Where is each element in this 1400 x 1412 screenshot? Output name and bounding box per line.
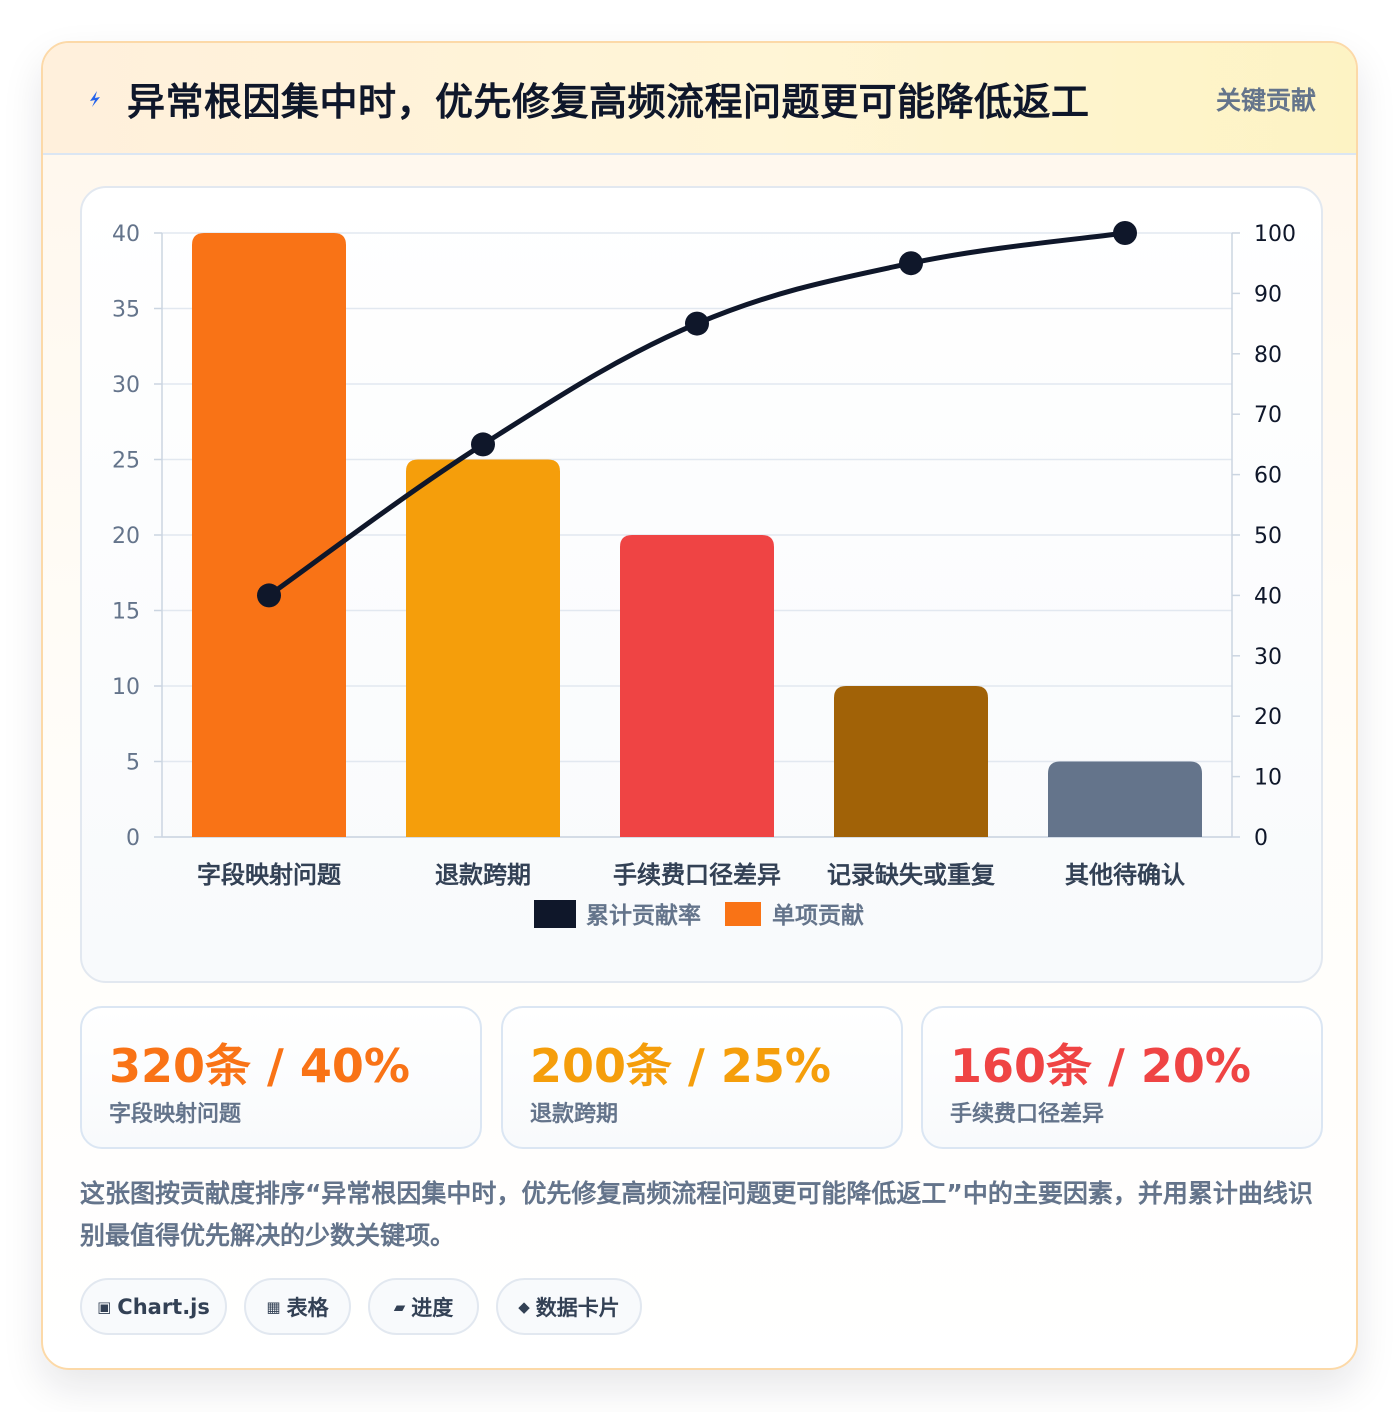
tag-label: 表格 xyxy=(286,1295,329,1320)
y-tick-label: 20 xyxy=(112,524,140,549)
stat-card-3: 160条 / 20% 手续费口径差异 xyxy=(921,1006,1323,1149)
bar xyxy=(192,233,346,837)
y-tick-label: 10 xyxy=(112,675,140,700)
bar xyxy=(1048,761,1202,837)
page-title: 异常根因集中时，优先修复高频流程问题更可能降低返工 xyxy=(127,80,1090,124)
chart-description: 这张图按贡献度排序“异常根因集中时，优先修复高频流程问题更可能降低返工”中的主要… xyxy=(80,1179,1313,1250)
stat-value: 320条 / 40% xyxy=(109,1039,410,1093)
x-tick-label: 手续费口径差异 xyxy=(613,861,781,889)
cumulative-point xyxy=(257,583,281,608)
lightning-icon xyxy=(90,91,100,107)
pareto-chart: 0 5 10 15 20 25 30 35 40 0 10 20 30 40 50 60 70 80 90 100 字段… xyxy=(112,221,1296,929)
y2-tick-label: 30 xyxy=(1254,645,1282,670)
stat-card-1: 320条 / 40% 字段映射问题 xyxy=(80,1006,482,1149)
tag-label: 数据卡片 xyxy=(535,1295,620,1320)
y-tick-label: 5 xyxy=(126,751,140,776)
stat-label: 手续费口径差异 xyxy=(950,1102,1105,1127)
card-header: 异常根因集中时，优先修复高频流程问题更可能降低返工 关键贡献 xyxy=(43,43,1356,155)
cumulative-point xyxy=(685,311,709,336)
x-tick-label: 字段映射问题 xyxy=(197,861,341,889)
legend-swatch-single xyxy=(725,902,761,926)
y2-tick-label: 10 xyxy=(1254,766,1282,791)
y-tick-label: 0 xyxy=(126,826,140,851)
y2-tick-label: 60 xyxy=(1254,464,1282,489)
tag-progress[interactable]: ▰ 进度 xyxy=(368,1278,479,1335)
stat-label: 字段映射问题 xyxy=(109,1102,242,1127)
table-icon: ▦ xyxy=(266,1297,281,1316)
stat-value: 200条 / 25% xyxy=(530,1039,831,1093)
y-tick-label: 15 xyxy=(112,600,140,625)
key-contribution-badge: 关键贡献 xyxy=(1215,86,1316,115)
legend-label-cumulative: 累计贡献率 xyxy=(586,902,701,929)
cumulative-point xyxy=(471,432,495,457)
stat-card-2: 200条 / 25% 退款跨期 xyxy=(501,1006,903,1149)
y2-tick-label: 40 xyxy=(1254,584,1282,609)
progress-icon: ▰ xyxy=(393,1297,406,1316)
bar xyxy=(834,686,988,837)
y2-tick-label: 100 xyxy=(1254,222,1296,247)
bar xyxy=(406,459,560,837)
chart-panel: 0 5 10 15 20 25 30 35 40 0 10 20 30 40 50 60 70 80 90 100 字段… xyxy=(80,186,1323,983)
y-tick-label: 30 xyxy=(112,373,140,398)
y2-tick-label: 50 xyxy=(1254,524,1282,549)
tag-label: 进度 xyxy=(411,1295,454,1320)
tag-chartjs[interactable]: ▣ Chart.js xyxy=(80,1278,227,1335)
tag-data-card[interactable]: ◆ 数据卡片 xyxy=(496,1278,642,1335)
diamond-icon: ◆ xyxy=(518,1297,530,1316)
y-tick-label: 40 xyxy=(112,222,140,247)
y-tick-label: 25 xyxy=(112,449,140,474)
y2-tick-label: 0 xyxy=(1254,826,1268,851)
stat-value: 160条 / 20% xyxy=(950,1039,1251,1093)
stat-label: 退款跨期 xyxy=(530,1102,619,1127)
x-tick-label: 退款跨期 xyxy=(435,861,531,889)
cumulative-point xyxy=(1113,221,1137,245)
y2-tick-label: 70 xyxy=(1254,403,1282,428)
tag-label: Chart.js xyxy=(117,1294,210,1319)
y2-tick-label: 20 xyxy=(1254,705,1282,730)
y-tick-label: 35 xyxy=(112,298,140,323)
chart-icon: ▣ xyxy=(97,1297,112,1316)
y2-tick-label: 80 xyxy=(1254,343,1282,368)
report-card: 异常根因集中时，优先修复高频流程问题更可能降低返工 关键贡献 0 5 10 15 20 2… xyxy=(41,41,1358,1370)
bar xyxy=(620,535,774,837)
x-tick-label: 其他待确认 xyxy=(1065,861,1185,889)
tag-table[interactable]: ▦ 表格 xyxy=(244,1278,351,1335)
legend-label-single: 单项贡献 xyxy=(772,903,864,929)
x-tick-label: 记录缺失或重复 xyxy=(827,861,996,889)
cumulative-point xyxy=(899,251,923,276)
y2-tick-label: 90 xyxy=(1254,282,1282,307)
legend-swatch-cumulative xyxy=(534,900,576,928)
